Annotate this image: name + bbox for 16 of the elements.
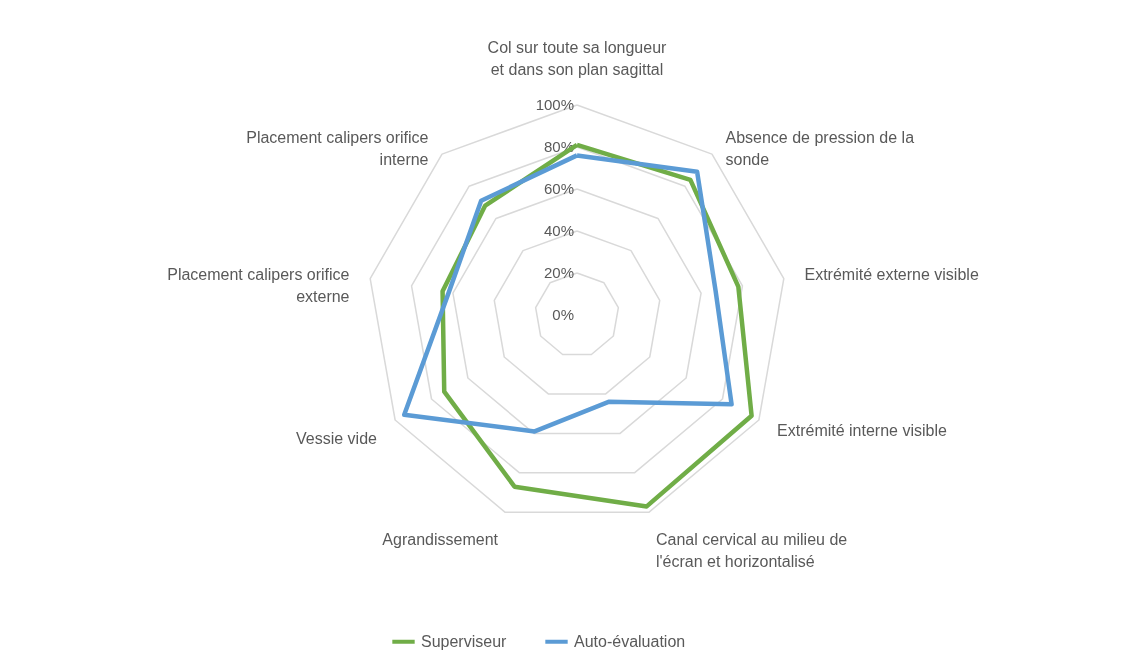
spoke-label: Absence de pression de la sonde (725, 129, 915, 169)
spoke-label: Placement calipers orifice interne (246, 129, 429, 169)
spoke-label: Extrémité interne visible (777, 421, 947, 439)
y-tick-label: 40% (543, 222, 574, 239)
y-tick-label: 100% (535, 96, 574, 113)
legend-label: Auto-évaluation (574, 632, 686, 650)
y-tick-label: 60% (543, 180, 574, 197)
spoke-label: Canal cervical au milieu de l'écran et horizontalisé (656, 531, 848, 571)
spoke-label: Placement calipers orifice externe (167, 265, 350, 305)
y-tick-label: 20% (543, 264, 574, 281)
spoke-label: Agrandissement (382, 531, 499, 549)
legend-label: Superviseur (421, 632, 508, 650)
y-tick-label: 0% (552, 306, 574, 323)
spoke-label: Vessie vide (296, 429, 378, 447)
spoke-label: Col sur toute sa longueur et dans son plan sagittal (487, 39, 668, 78)
spoke-label: Extrémité externe visible (804, 265, 979, 283)
